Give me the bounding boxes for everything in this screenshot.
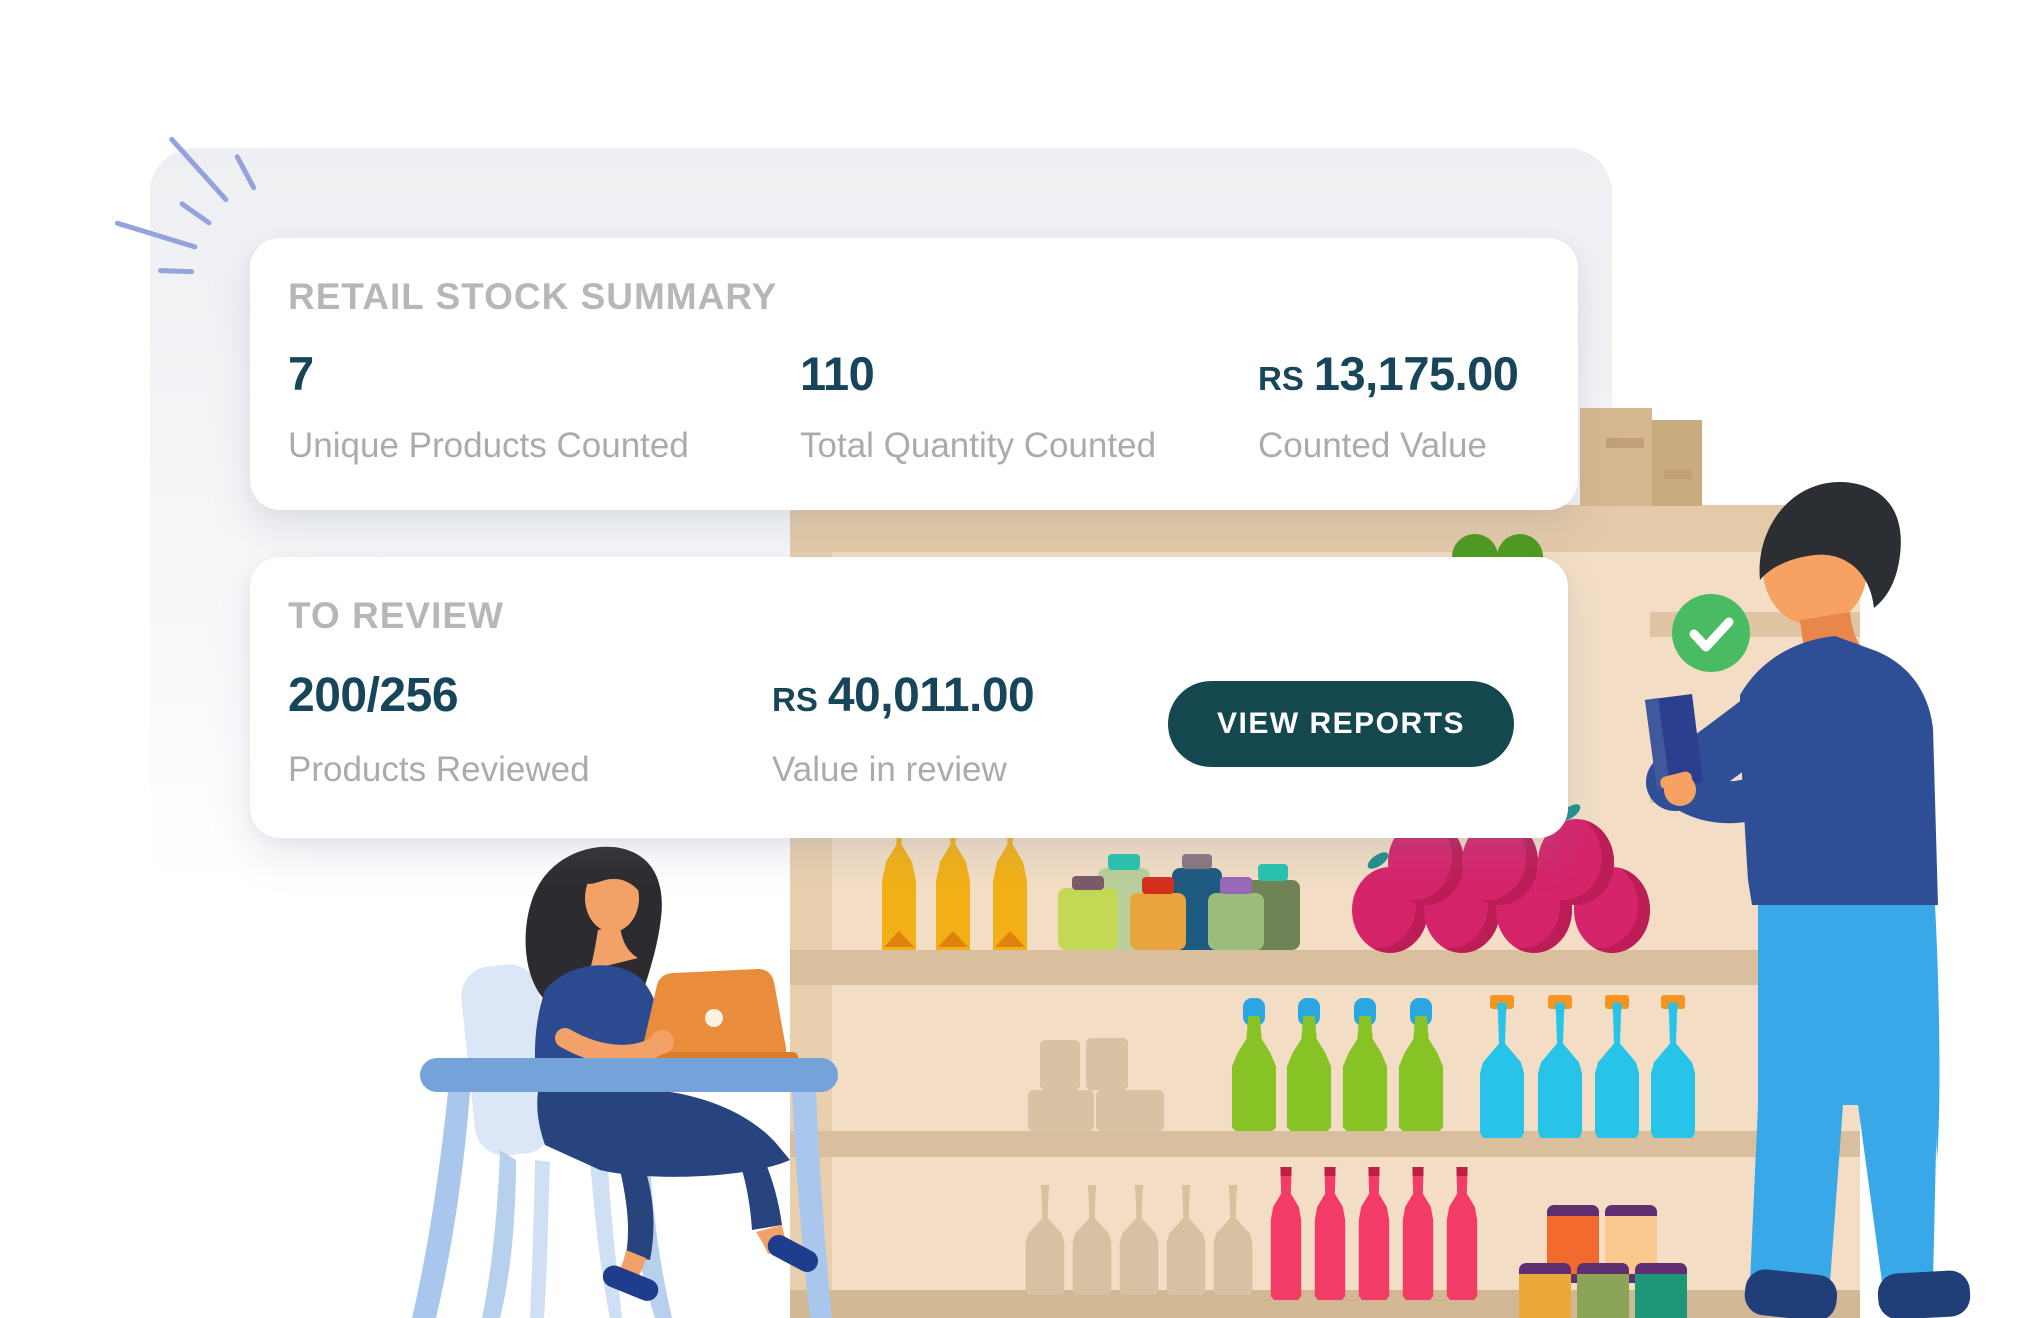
stat-label: Counted Value: [1258, 426, 1487, 465]
stat-label: Value in review: [772, 750, 1007, 789]
pink-bottle: [1358, 1167, 1390, 1300]
box-tape: [1664, 470, 1692, 479]
green-bottle: [1341, 998, 1389, 1131]
stat-value-in-review: RS 40,011.00 Value in review: [772, 669, 1035, 789]
green-bottle: [1285, 998, 1333, 1131]
stat-value: 200/256: [288, 669, 459, 722]
view-reports-button[interactable]: VIEW REPORTS: [1168, 681, 1514, 767]
can: [1577, 1263, 1629, 1318]
pink-bottle: [1402, 1167, 1434, 1300]
retail-stock-summary-card: RETAIL STOCK SUMMARY 7 Unique Products C…: [250, 238, 1578, 510]
ghost-can: [1086, 1038, 1128, 1090]
review-card-title: TO REVIEW: [288, 595, 504, 636]
jar: [1130, 893, 1186, 950]
ghost-bottle: [1166, 1185, 1206, 1295]
blue-bottle: [1648, 995, 1698, 1138]
shelf-top-band: [790, 505, 1860, 552]
blue-bottle: [1477, 995, 1527, 1138]
ghost-box: [1096, 1090, 1164, 1131]
woman-at-desk-illustration: [412, 846, 838, 1318]
stat-value: 13,175.00: [1313, 347, 1519, 400]
summary-card-title: RETAIL STOCK SUMMARY: [288, 276, 778, 317]
jar-lid: [1182, 854, 1212, 869]
pink-bottle: [1446, 1167, 1478, 1300]
currency-prefix: RS: [1258, 360, 1304, 397]
jar-lid: [1220, 877, 1252, 894]
stat-products-reviewed: 200/256 Products Reviewed: [288, 669, 590, 789]
stat-total-quantity: 110 Total Quantity Counted: [800, 348, 1156, 465]
can: [1635, 1263, 1687, 1318]
ghost-bottle: [1119, 1185, 1159, 1295]
stat-value: 110: [800, 347, 875, 400]
ghost-bottle: [1025, 1185, 1065, 1295]
jar-lid: [1072, 876, 1104, 890]
cardboard-box: [1652, 420, 1702, 506]
green-bottle: [1397, 998, 1445, 1131]
ghost-bottle: [1213, 1185, 1253, 1295]
pink-bottle: [1314, 1167, 1346, 1300]
stat-label: Products Reviewed: [288, 750, 590, 789]
stat-value: 40,011.00: [827, 669, 1035, 722]
stat-label: Total Quantity Counted: [800, 426, 1157, 465]
ghost-box: [1028, 1090, 1094, 1131]
cardboard-box: [1580, 408, 1652, 506]
box-tape: [1606, 438, 1644, 448]
can: [1519, 1263, 1571, 1318]
currency-prefix: RS: [772, 681, 818, 718]
shelf-board: [790, 950, 1860, 985]
stat-label: Unique Products Counted: [288, 426, 689, 465]
jar: [1058, 888, 1118, 950]
ghost-can: [1040, 1040, 1080, 1090]
stat-counted-value: RS 13,175.00 Counted Value: [1258, 347, 1519, 465]
jar-lid: [1108, 854, 1140, 870]
jar: [1208, 893, 1264, 950]
check-icon: [1672, 594, 1750, 672]
stat-value: 7: [288, 347, 314, 400]
green-bottle: [1230, 998, 1278, 1131]
man-with-phone-illustration: [1645, 481, 1971, 1318]
ghost-bottle: [1072, 1185, 1112, 1295]
jar-lid: [1142, 877, 1174, 894]
blue-bottle: [1592, 995, 1642, 1138]
blue-bottle: [1535, 995, 1585, 1138]
to-review-card: TO REVIEW 200/256 Products Reviewed RS 40…: [250, 557, 1568, 838]
pink-bottle: [1270, 1167, 1302, 1300]
stat-unique-products: 7 Unique Products Counted: [288, 348, 689, 465]
jar-lid: [1258, 864, 1288, 881]
